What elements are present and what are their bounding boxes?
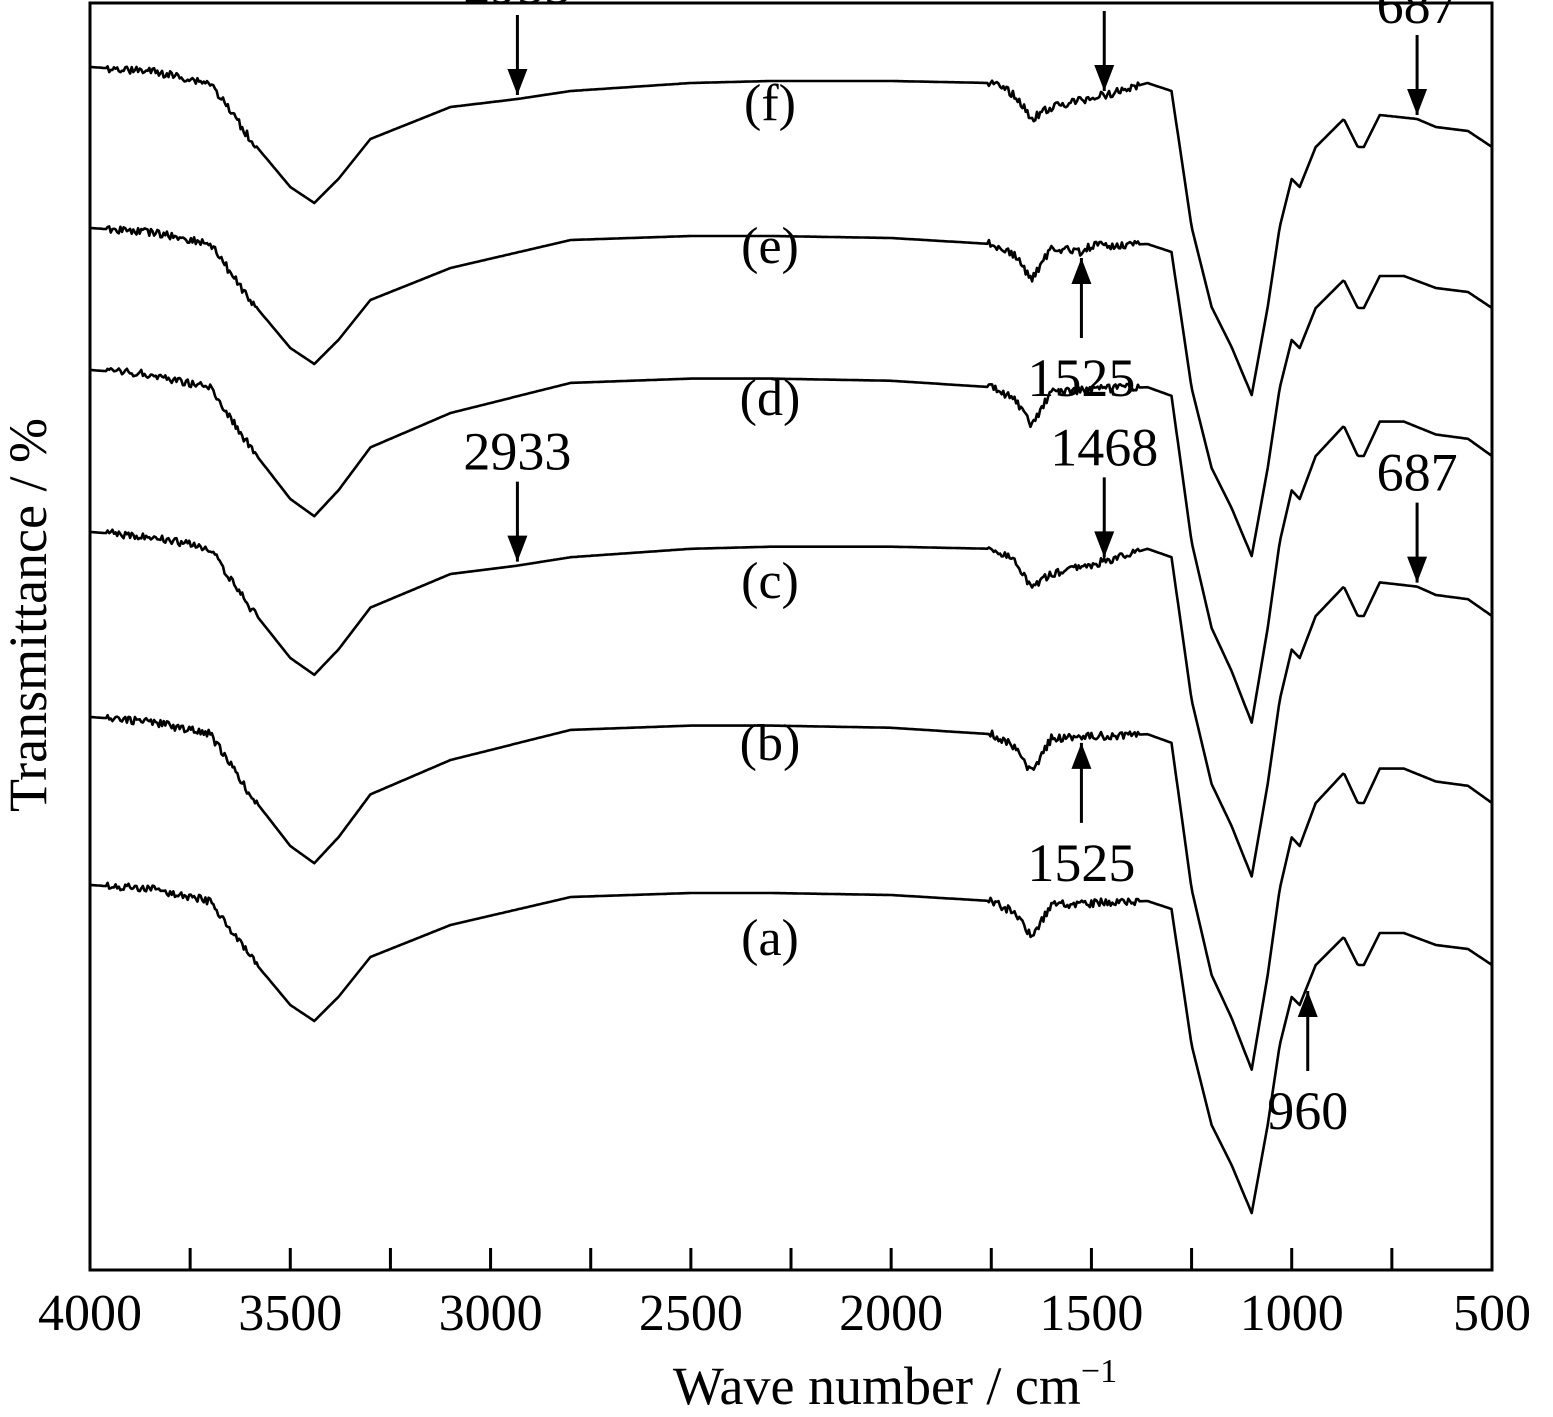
annotation-label: 687: [1377, 0, 1458, 35]
annotation-label: 960: [1267, 1081, 1348, 1141]
annotation-1468-1: 1468: [1050, 0, 1158, 91]
annotation-arrow-head: [1297, 991, 1318, 1017]
peak-annotations: 2933 1468 687 1525 2933 1468 687 1525 960: [463, 0, 1457, 1141]
x-tick-label-500: 500: [1453, 1285, 1531, 1342]
annotation-687-2: 687: [1377, 0, 1458, 115]
annotation-arrow-head: [507, 535, 528, 562]
x-tick-label-3000: 3000: [439, 1285, 543, 1342]
spectrum-f: [89, 65, 1493, 397]
annotation-2933-4: 2933: [463, 422, 571, 562]
spectrum-d: [89, 367, 1493, 724]
spectrum-e: [89, 225, 1493, 558]
x-axis-ticks: [88, 1248, 1494, 1270]
x-axis-title-text: Wave number / cm: [673, 1356, 1081, 1416]
curve-label-a: (a): [741, 910, 799, 967]
annotation-arrow-head: [1407, 89, 1428, 115]
x-tick-label-3500: 3500: [238, 1285, 342, 1342]
annotation-label: 687: [1377, 443, 1458, 503]
annotation-687-6: 687: [1377, 443, 1458, 583]
x-tick-label-1500: 1500: [1039, 1285, 1143, 1342]
x-axis-title: Wave number / cm−1: [673, 1353, 1117, 1416]
curve-label-b: (b): [740, 715, 801, 772]
annotation-label: 1468: [1050, 0, 1158, 11]
curve-label-d: (d): [740, 370, 801, 427]
annotation-1468-5: 1468: [1050, 417, 1158, 558]
curve-label-f: (f): [744, 75, 796, 132]
annotation-arrow-head: [1407, 556, 1428, 583]
annotation-2933-0: 2933: [463, 0, 571, 95]
spectrum-a: [89, 881, 1493, 1215]
x-axis-tick-labels: 4000 3500 3000 2500 2000 1500 1000 500: [38, 1285, 1531, 1342]
x-tick-label-4000: 4000: [38, 1285, 142, 1342]
annotation-arrow-head: [507, 69, 528, 95]
curve-labels: (a) (b) (c) (d) (e) (f): [740, 75, 801, 967]
annotation-label: 2933: [463, 0, 571, 15]
annotation-label: 1525: [1027, 833, 1135, 893]
annotation-arrow-head: [1094, 531, 1115, 558]
x-tick-label-1000: 1000: [1240, 1285, 1344, 1342]
annotation-arrow-head: [1071, 742, 1092, 769]
annotation-1525-7: 1525: [1027, 742, 1135, 893]
annotation-label: 2933: [463, 422, 571, 482]
x-tick-label-2000: 2000: [839, 1285, 943, 1342]
spectrum-c: [89, 528, 1493, 878]
annotation-arrow-head: [1071, 258, 1092, 284]
curve-label-c: (c): [741, 553, 799, 610]
annotation-label: 1468: [1050, 417, 1158, 477]
spectra-lines: [89, 65, 1493, 1215]
y-axis-title: Transmittance / %: [0, 418, 58, 812]
curve-label-e: (e): [741, 218, 799, 275]
annotation-1525-3: 1525: [1027, 258, 1135, 408]
x-tick-label-2500: 2500: [639, 1285, 743, 1342]
x-axis-title-superscript: −1: [1081, 1353, 1117, 1390]
spectrum-b: [89, 713, 1493, 1071]
annotation-arrow-head: [1094, 65, 1115, 91]
annotation-label: 1525: [1027, 348, 1135, 408]
annotation-960-8: 960: [1267, 991, 1348, 1141]
